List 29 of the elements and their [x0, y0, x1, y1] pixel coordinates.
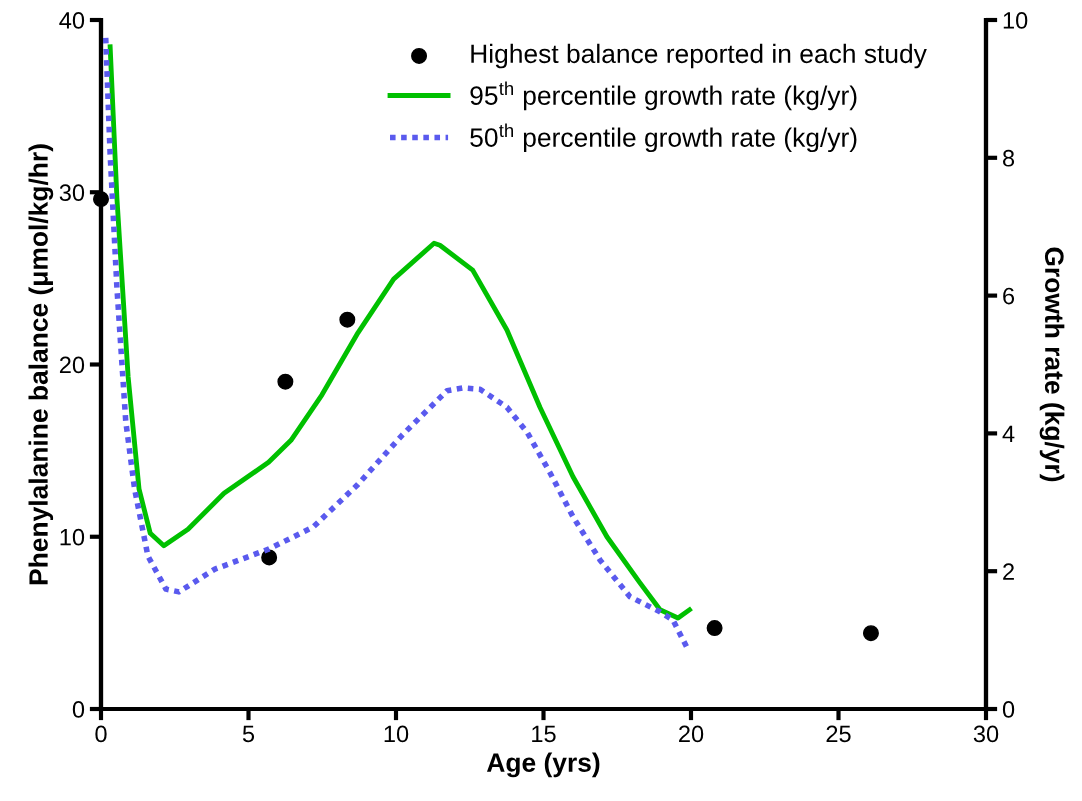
- y-axis-title: Phenylalanine balance (μmol/kg/hr): [28, 144, 54, 585]
- x-tick-label: 20: [679, 725, 704, 743]
- point: [862, 625, 879, 642]
- y2-axis-title: Growth rate (kg/yr): [1039, 247, 1065, 482]
- y-tick-label: 10: [60, 528, 85, 546]
- y2-tick-label: 8: [1003, 149, 1015, 167]
- legend-label: 95$^{th}$ percentile growth rate (kg/yr): [470, 81, 857, 111]
- x-tick-label: 15: [532, 725, 556, 743]
- x-tick-label: 25: [826, 725, 851, 743]
- point: [339, 311, 356, 328]
- point: [261, 549, 278, 566]
- y-tick-label: 0: [72, 701, 85, 718]
- y2-tick-label: 6: [1003, 287, 1015, 305]
- point: [277, 373, 294, 390]
- legend-label: Highest balance reported in each study: [471, 43, 927, 69]
- y2-tick-label: 2: [1003, 563, 1014, 580]
- y2-tick-label: 4: [1002, 425, 1015, 442]
- x-axis-title: Age (yrs): [486, 752, 600, 778]
- point: [706, 620, 723, 637]
- y2-tick-label: 0: [1002, 701, 1015, 718]
- y-tick-label: 20: [59, 356, 85, 374]
- y-tick-label: 30: [59, 184, 85, 202]
- y-tick-label: 40: [59, 12, 85, 29]
- x-tick-label: 0: [95, 725, 107, 743]
- legend-label: 50$^{th}$ percentile growth rate (kg/yr): [470, 123, 857, 153]
- x-tick-label: 10: [384, 725, 409, 743]
- x-tick-label: 5: [242, 725, 255, 743]
- y2-tick-label: 10: [1003, 12, 1028, 29]
- x-tick-label: 30: [973, 725, 999, 743]
